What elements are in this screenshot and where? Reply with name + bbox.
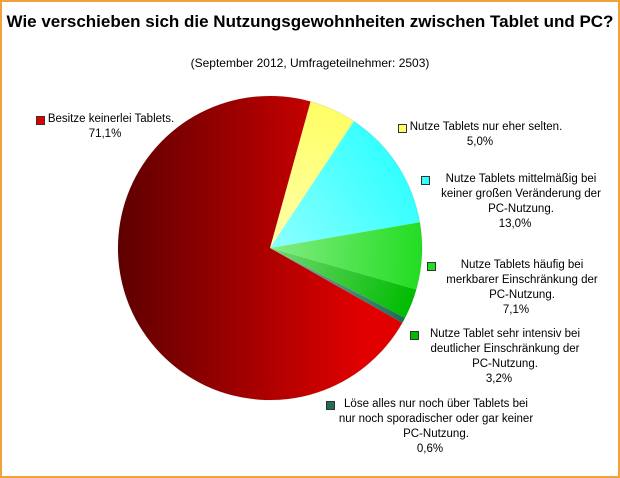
pie-slice-2	[270, 121, 420, 248]
pie-slice-1	[270, 101, 354, 248]
legend-swatch	[35, 116, 45, 125]
legend-swatch	[427, 262, 436, 271]
slice-value-label: 5,0%	[466, 136, 494, 148]
legend-swatch	[397, 124, 407, 133]
pie-slice-4	[270, 248, 417, 318]
legend-swatch	[410, 331, 419, 340]
slice-value-label: 7,1%	[502, 304, 530, 316]
legend-swatch	[421, 176, 430, 185]
chart-subtitle: (September 2012, Umfrageteilnehmer: 2503…	[190, 56, 430, 70]
pie-slice-6	[117, 96, 403, 401]
slice-label-6: Besitze keinerlei Tablets. 71,1%	[10, 112, 200, 142]
slice-value-label: 71,1%	[88, 128, 122, 140]
slice-label-text: Nutze Tablet sehr intensiv bei deutliche…	[429, 328, 580, 370]
slice-value-label: 3,2%	[485, 373, 513, 385]
slice-label-1: Nutze Tablets nur eher selten. 5,0%	[385, 120, 575, 150]
slice-value-label: 0,6%	[416, 443, 444, 455]
chart-title: Wie verschieben sich die Nutzungsgewohnh…	[6, 12, 614, 31]
pie-slice-5	[270, 248, 406, 323]
pie-slice-3	[270, 222, 422, 290]
slice-label-text: Nutze Tablets mittelmäßig bei keiner gro…	[441, 173, 601, 215]
slice-label-text: Löse alles nur noch über Tablets bei nur…	[338, 398, 534, 440]
slice-label-3: Nutze Tablets häufig bei merkbarer Einsc…	[426, 258, 606, 318]
pie-outline	[117, 95, 423, 401]
slice-value-label: 13,0%	[498, 218, 532, 230]
slice-label-text: Nutze Tablets häufig bei merkbarer Einsc…	[446, 259, 598, 301]
slice-label-5: Löse alles nur noch über Tablets bei nur…	[325, 397, 535, 457]
slice-label-2: Nutze Tablets mittelmäßig bei keiner gro…	[420, 172, 610, 232]
slice-label-text: Besitze keinerlei Tablets.	[47, 113, 175, 125]
slice-label-text: Nutze Tablets nur eher selten.	[409, 121, 563, 133]
slice-label-4: Nutze Tablet sehr intensiv bei deutliche…	[409, 327, 589, 387]
legend-swatch	[326, 401, 335, 410]
